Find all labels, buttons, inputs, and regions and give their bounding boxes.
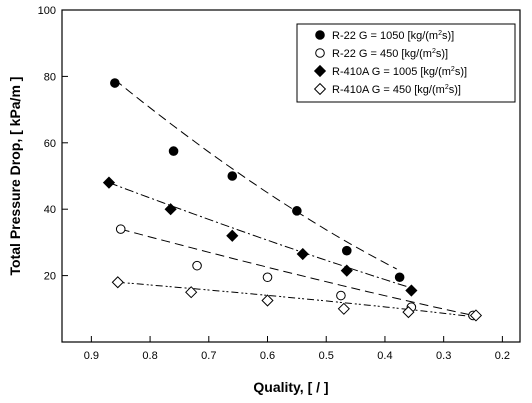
fit-line-series-0: [114, 79, 397, 270]
plot-frame: [61, 9, 521, 343]
data-point: [336, 290, 346, 301]
x-tick-label: 0.4: [377, 350, 392, 362]
data-point: [394, 272, 405, 283]
fit-line-series-3: [117, 281, 477, 318]
data-point: [341, 245, 352, 256]
data-point: [226, 229, 239, 242]
data-point: [192, 260, 202, 271]
y-axis: 20 40 60 80 100: [38, 5, 68, 283]
data-point: [262, 272, 273, 283]
data-point: [111, 276, 124, 289]
y-tick-label: 20: [44, 271, 56, 283]
x-axis-title: Quality, [ / ]: [253, 379, 328, 395]
legend-item: R-410A G = 1005 [kg/(m2s)]: [313, 64, 467, 78]
data-point: [261, 294, 274, 307]
data-point: [405, 284, 418, 297]
data-point: [296, 247, 309, 261]
y-tick-label: 40: [44, 204, 56, 216]
x-tick-label: 0.2: [495, 350, 510, 362]
data-point: [185, 286, 198, 299]
x-axis: 0.9 0.8 0.7 0.6 0.5 0.4 0.3 0.2: [84, 336, 510, 362]
data-point: [227, 171, 238, 181]
legend-item: R-22 G = 450 [kg/(m2s)]: [315, 48, 448, 60]
legend-marker: [313, 64, 327, 78]
y-axis-title: Total Pressure Drop, [ kPa/m ]: [7, 77, 23, 276]
fit-line-series-2: [108, 182, 415, 290]
data-point: [115, 224, 126, 234]
data-point: [292, 206, 302, 216]
legend-marker: [315, 48, 325, 58]
legend-label: R-22 G = 450 [kg/(m2s)]: [332, 48, 448, 60]
data-markers: [102, 78, 483, 322]
legend-marker: [315, 30, 325, 40]
x-tick-label: 0.5: [319, 350, 334, 362]
data-point: [337, 302, 350, 315]
x-tick-label: 0.7: [201, 350, 216, 362]
data-point: [110, 78, 120, 88]
x-tick-label: 0.3: [436, 350, 451, 362]
x-tick-label: 0.6: [260, 350, 275, 362]
legend-label: R-410A G = 450 [kg/(m2s)]: [332, 84, 461, 96]
x-tick-label: 0.9: [84, 350, 99, 362]
legend-marker: [313, 82, 327, 96]
y-tick-label: 60: [44, 138, 56, 150]
legend-label: R-22 G = 1050 [kg/(m2s)]: [332, 30, 454, 42]
legend: R-22 G = 1050 [kg/(m2s)] R-22 G = 450 [kg…: [296, 23, 516, 103]
fit-lines: [108, 79, 477, 318]
legend-item: R-410A G = 450 [kg/(m2s)]: [313, 82, 461, 96]
legend-item: R-22 G = 1050 [kg/(m2s)]: [315, 30, 454, 42]
data-point: [168, 146, 179, 156]
y-tick-label: 80: [44, 71, 56, 83]
data-point: [469, 309, 483, 322]
legend-box: [296, 23, 516, 103]
data-point: [164, 203, 177, 216]
data-point: [102, 176, 116, 189]
legend-label: R-410A G = 1005 [kg/(m2s)]: [332, 66, 467, 78]
data-point: [402, 306, 415, 319]
y-tick-label: 100: [38, 5, 56, 17]
fit-line-series-1: [120, 228, 474, 316]
x-tick-label: 0.8: [142, 350, 157, 362]
data-point: [340, 264, 353, 277]
